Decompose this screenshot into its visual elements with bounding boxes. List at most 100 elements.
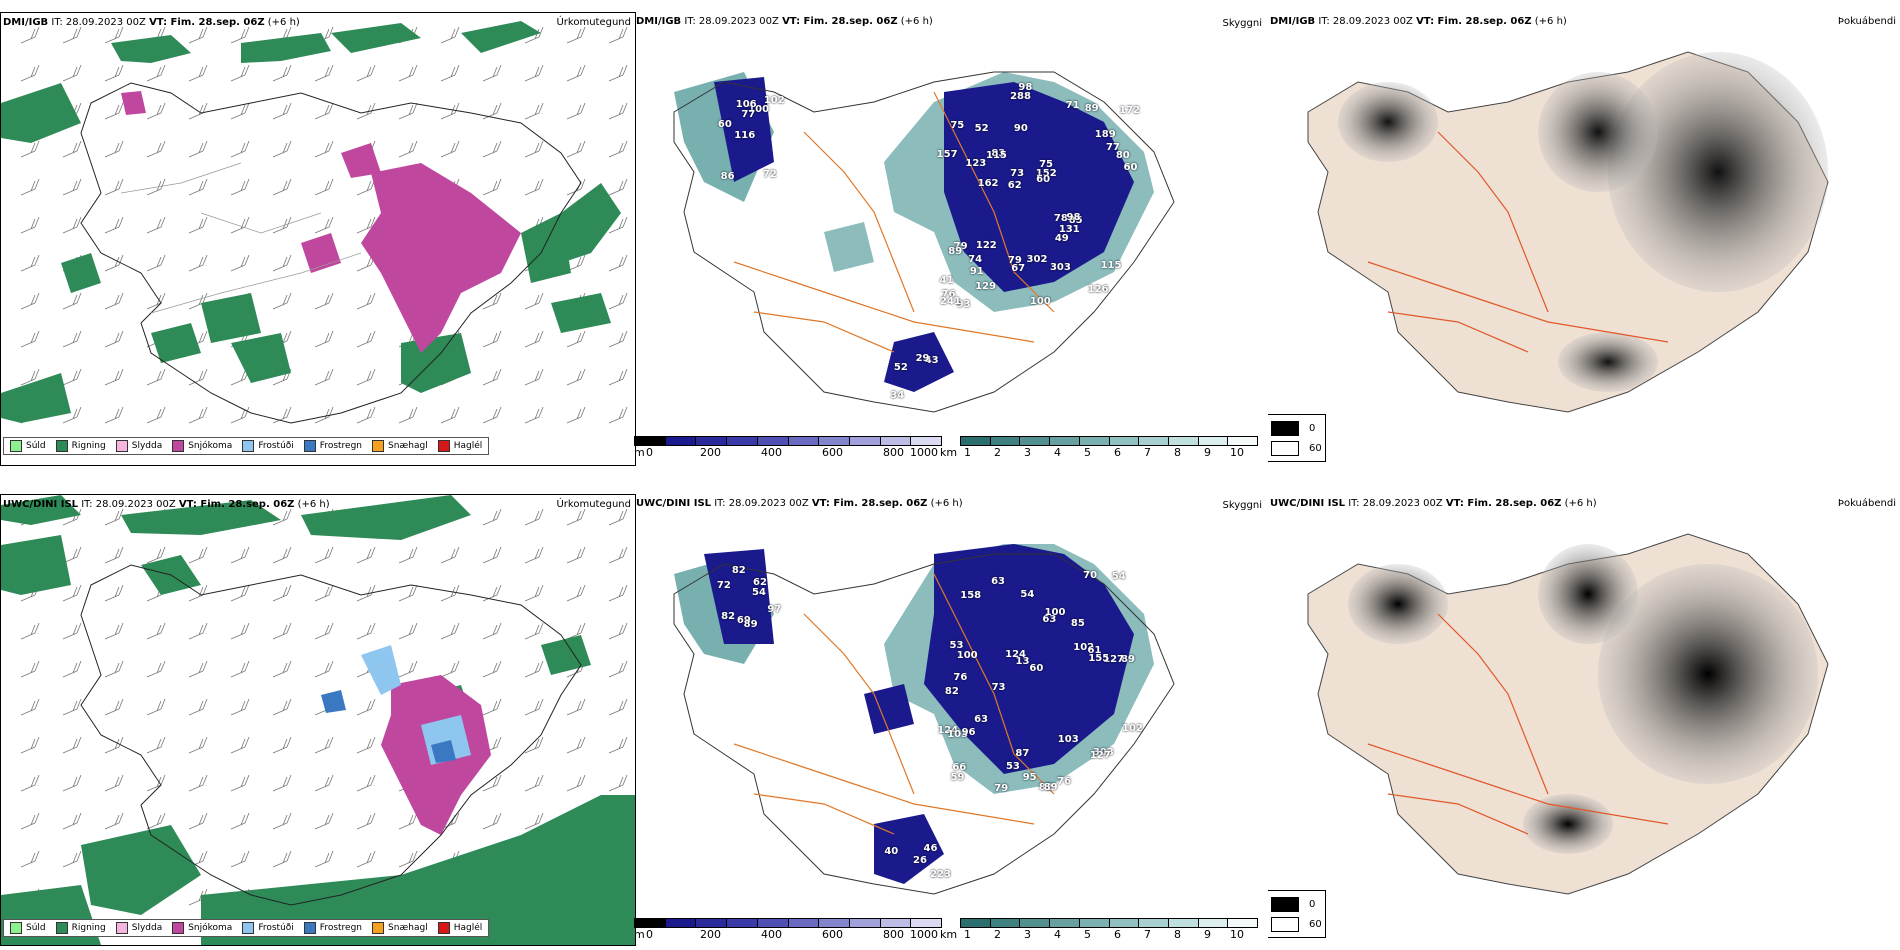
legend-swatch [372, 440, 385, 452]
vis-value-label: 85 [1068, 214, 1083, 226]
vis-value-label: 131 [1058, 224, 1080, 236]
wind-barb [62, 140, 82, 158]
legend-swatch [115, 922, 128, 934]
vis-panel-top: DMI/IGB IT: 28.09.2023 00Z VT: Fim. 28.s… [634, 12, 1268, 464]
wind-barb [20, 368, 40, 386]
iceland-outline [80, 564, 582, 906]
vis-tick: 1 [964, 446, 971, 459]
wind-barb [104, 546, 124, 564]
wind-barb [566, 140, 586, 158]
legend-item: Rigning [55, 440, 106, 452]
bar-segment [1050, 919, 1080, 927]
wind-barb [608, 292, 628, 310]
legend-label: Haglél [453, 923, 483, 933]
vis-value-label: 63 [1042, 613, 1057, 625]
vis-value-label: 87 [1015, 748, 1030, 760]
legend-swatch [303, 440, 316, 452]
wind-barb [230, 736, 250, 754]
wind-barb [20, 254, 40, 272]
wind-barb [272, 292, 292, 310]
vis-value-label: 72 [716, 579, 731, 591]
vis-value-label: 66 [952, 761, 967, 773]
vis-value-label: 52 [893, 361, 908, 373]
vis-value-label: 89 [743, 619, 758, 631]
wind-barb [104, 140, 124, 158]
vis-value-label: 53 [949, 640, 964, 652]
vis-value-label: 62 [1007, 180, 1022, 192]
wind-barb [188, 774, 208, 792]
vis-value-label: 52 [974, 123, 989, 135]
wind-barb [314, 330, 334, 348]
height-ticks-top: m 0 200 400 600 800 1000 [634, 446, 944, 460]
vis-value-label: 124 [937, 724, 959, 736]
vis-value-label: 60 [717, 119, 732, 131]
legend-label: Frostregn [319, 923, 363, 933]
legend-swatch [172, 440, 185, 452]
wind-barb [608, 368, 628, 386]
legend-swatch [372, 922, 385, 934]
wind-barb [356, 406, 376, 424]
fog-shading [1338, 52, 1828, 392]
wind-barb [524, 812, 544, 830]
vis-ticks-bottom: km 1 2 3 4 5 6 7 8 9 10 [940, 928, 1260, 942]
wind-barb [230, 178, 250, 196]
vis-value-label: 96 [961, 727, 976, 739]
wind-barb [146, 216, 166, 234]
wind-barb [188, 64, 208, 82]
vis-value-label: 93 [956, 299, 971, 311]
wind-barb [608, 216, 628, 234]
wind-barb [524, 508, 544, 526]
height-tick: 800 [883, 928, 904, 941]
vis-value-label: 90 [1013, 122, 1028, 134]
wind-barb [272, 546, 292, 564]
wind-barb [524, 546, 544, 564]
fog-swatch [1271, 917, 1299, 932]
wind-barb [566, 584, 586, 602]
vis-header-bottom: UWC/DINI ISL IT: 28.09.2023 00Z VT: Fim.… [636, 498, 963, 509]
low-vis-areas [674, 72, 1154, 392]
wind-barb [314, 368, 334, 386]
vis-value-label: 95 [1022, 772, 1037, 784]
fog-title-bottom: Þokuábendi [1837, 498, 1896, 509]
wind-barb [20, 140, 40, 158]
vis-tick: 2 [994, 928, 1001, 941]
vis-map-top [673, 71, 1175, 413]
legend-swatch [242, 922, 255, 934]
wind-barb [146, 254, 166, 272]
wind-barb [146, 546, 166, 564]
vis-value-label: 77 [1105, 142, 1120, 154]
wind-barb [566, 178, 586, 196]
bar-segment [911, 437, 942, 445]
wind-barb [146, 140, 166, 158]
wind-barb [314, 178, 334, 196]
fog-legend-row: 60 [1271, 917, 1322, 932]
vis-value-label: 158 [960, 589, 982, 601]
wind-barb [230, 102, 250, 120]
vis-value-label: 54 [1020, 589, 1035, 601]
wind-barb [230, 26, 250, 44]
vis-value-label: 82 [944, 686, 959, 698]
wind-barb [62, 812, 82, 830]
legend-swatch [55, 440, 68, 452]
legend-item: Slydda [115, 922, 162, 934]
wind-barb [272, 660, 292, 678]
wind-barb [314, 584, 334, 602]
vis-value-label: 63 [974, 714, 988, 726]
wind-barb [20, 774, 40, 792]
wind-barb [146, 102, 166, 120]
precip-panel-bottom: UWC/DINI ISL IT: 28.09.2023 00Z VT: Fim.… [0, 494, 636, 946]
wind-barb [608, 736, 628, 754]
wind-barb [608, 546, 628, 564]
vis-value-label: 82 [731, 565, 746, 577]
wind-barb [398, 850, 418, 868]
vis-value-label: 78 [1053, 213, 1068, 225]
wind-barb [104, 26, 124, 44]
iceland-outline [673, 71, 1175, 413]
bar-segment [1050, 437, 1080, 445]
wind-barb [398, 102, 418, 120]
fog-panel-bottom: UWC/DINI ISL IT: 28.09.2023 00Z VT: Fim.… [1268, 494, 1900, 944]
vis-tick: 1 [964, 928, 971, 941]
wind-barb [272, 812, 292, 830]
vis-value-label: 91 [969, 265, 984, 277]
vis-tick: 10 [1230, 446, 1244, 459]
